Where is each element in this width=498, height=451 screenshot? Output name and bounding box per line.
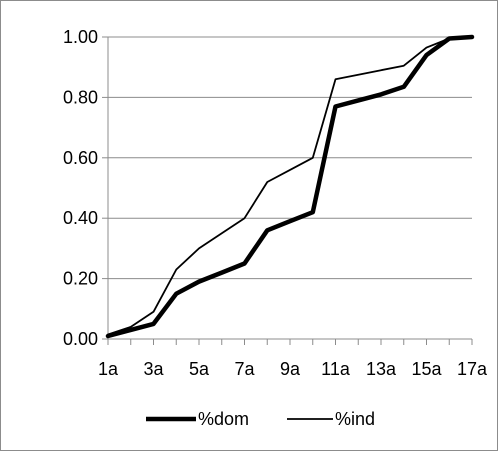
axes [102,36,473,345]
series-lines [105,34,475,339]
x-tick-label: 11a [321,359,351,379]
x-tick-label: 7a [234,359,255,379]
x-tick-label: 13a [366,359,397,379]
x-tick-label: 3a [143,359,164,379]
series-line-dom [105,34,475,339]
legend: %dom %ind [146,409,375,429]
x-tick-label: 9a [280,359,301,379]
y-tick-label: 0.80 [63,87,98,107]
x-axis-tick-labels: 1a 3a 5a 7a 9a 11a 13a 15a 17a [98,359,488,379]
legend-label: %dom [198,409,249,429]
legend-label: %ind [335,409,375,429]
x-tick-label: 15a [411,359,442,379]
y-tick-label: 0.60 [63,148,98,168]
gridlines [108,36,472,280]
x-tick-label: 17a [457,359,488,379]
x-tick-label: 5a [189,359,210,379]
y-tick-label: 0.00 [63,329,98,349]
y-tick-label: 1.00 [63,27,98,47]
y-tick-label: 0.20 [63,269,98,289]
x-tick-label: 1a [98,359,119,379]
series-line-ind [107,36,473,336]
y-tick-label: 0.40 [63,208,98,228]
y-axis-tick-labels: 0.00 0.20 0.40 0.60 0.80 1.00 [63,27,98,349]
